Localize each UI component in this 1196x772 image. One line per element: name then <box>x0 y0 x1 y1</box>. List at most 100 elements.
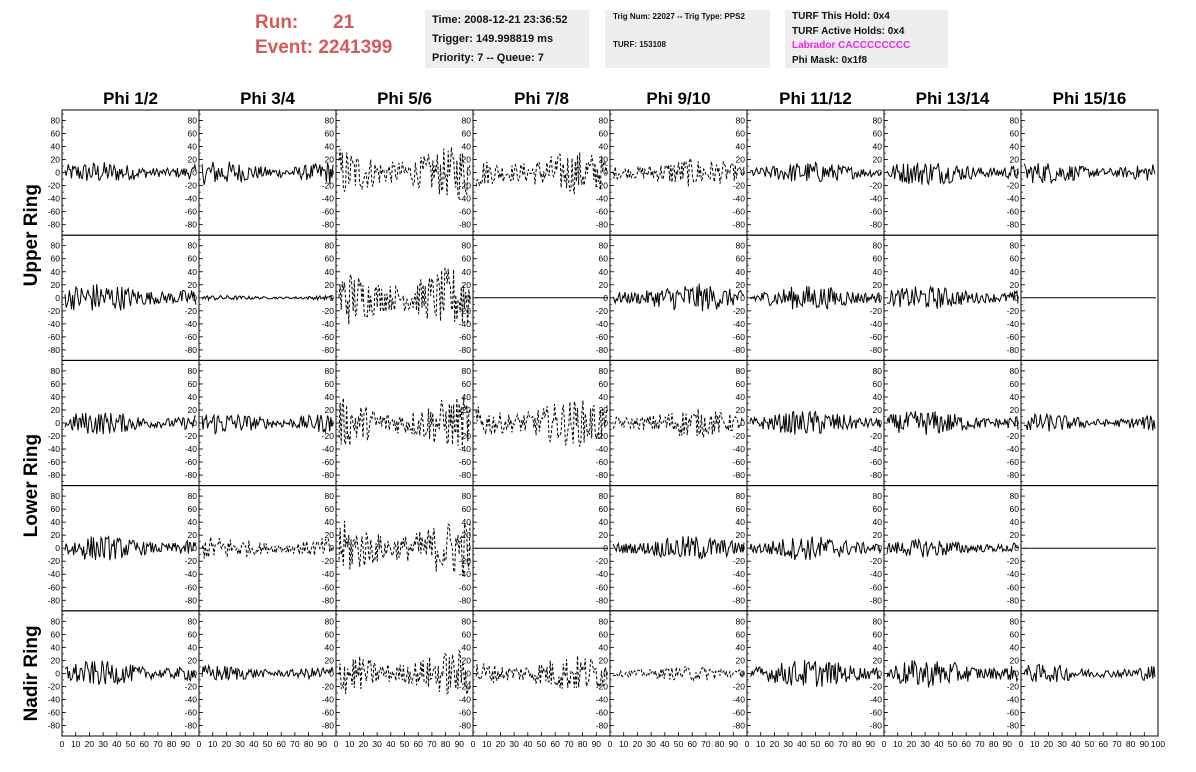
y-tick-label: 0 <box>1014 668 1019 678</box>
x-tick-label: 0 <box>334 739 339 749</box>
waveform-trace <box>749 536 882 561</box>
panel-frame <box>1020 109 1159 236</box>
x-tick-label: 60 <box>824 739 834 749</box>
y-tick-label: -80 <box>322 720 335 730</box>
run-event-block: Run: 21 Event: 2241399 <box>255 10 392 60</box>
waveform-trace <box>64 284 197 311</box>
y-tick-label: -60 <box>1007 582 1020 592</box>
y-tick-label: 0 <box>740 668 745 678</box>
y-tick-label: 60 <box>188 504 198 514</box>
y-tick-label: -20 <box>48 681 61 691</box>
y-tick-label: -60 <box>596 457 609 467</box>
y-tick-label: 80 <box>599 491 609 501</box>
y-tick-label: 60 <box>325 129 335 139</box>
y-tick-label: 20 <box>325 280 335 290</box>
y-tick-label: -40 <box>870 444 883 454</box>
y-tick-label: 60 <box>736 504 746 514</box>
y-tick-label: -40 <box>1007 569 1020 579</box>
y-tick-label: 40 <box>1010 142 1020 152</box>
x-tick-label: 80 <box>441 739 451 749</box>
turf-hold-line: TURF This Hold: 0x4 <box>792 11 890 22</box>
y-tick-label: 0 <box>466 293 471 303</box>
x-tick-label: 50 <box>126 739 136 749</box>
x-tick-label: 10 <box>756 739 766 749</box>
y-tick-label: -40 <box>322 694 335 704</box>
y-tick-label: 0 <box>603 168 608 178</box>
y-tick-label: -20 <box>322 181 335 191</box>
y-tick-label: 40 <box>873 142 883 152</box>
y-tick-label: -80 <box>459 595 472 605</box>
waveform-trace <box>338 648 471 695</box>
y-tick-label: 60 <box>736 379 746 389</box>
x-tick-label: 30 <box>235 739 245 749</box>
y-tick-label: 20 <box>51 530 61 540</box>
y-tick-label: -40 <box>1007 194 1020 204</box>
y-tick-label: 80 <box>599 116 609 126</box>
x-tick-label: 40 <box>660 739 670 749</box>
y-tick-label: -20 <box>733 306 746 316</box>
y-tick-label: -20 <box>596 181 609 191</box>
y-tick-label: 0 <box>1014 418 1019 428</box>
y-tick-label: -40 <box>596 694 609 704</box>
y-tick-label: 0 <box>877 668 882 678</box>
y-tick-label: 40 <box>325 517 335 527</box>
y-tick-label: 20 <box>1010 280 1020 290</box>
y-tick-label: -80 <box>733 595 746 605</box>
x-tick-label: 100 <box>1151 739 1165 749</box>
y-tick-label: 80 <box>325 491 335 501</box>
y-tick-label: 60 <box>599 379 609 389</box>
y-tick-label: 20 <box>51 155 61 165</box>
y-tick-label: 40 <box>736 267 746 277</box>
y-tick-label: 40 <box>873 267 883 277</box>
x-tick-label: 30 <box>920 739 930 749</box>
y-tick-label: 40 <box>873 642 883 652</box>
y-tick-label: -80 <box>596 345 609 355</box>
y-tick-label: 60 <box>462 629 472 639</box>
y-tick-label: 20 <box>462 405 472 415</box>
y-tick-label: 0 <box>877 543 882 553</box>
y-tick-label: -60 <box>185 457 198 467</box>
y-tick-label: 40 <box>188 142 198 152</box>
column-title: Phi 11/12 <box>779 89 852 108</box>
y-tick-label: -60 <box>459 457 472 467</box>
y-tick-label: 20 <box>599 280 609 290</box>
y-tick-label: -80 <box>596 470 609 480</box>
waveform-trace <box>475 400 608 447</box>
row-title: Upper Ring <box>21 184 42 286</box>
y-tick-label: -40 <box>733 319 746 329</box>
y-tick-label: -40 <box>322 444 335 454</box>
y-tick-label: 80 <box>462 116 472 126</box>
y-tick-label: 0 <box>877 293 882 303</box>
y-tick-label: -40 <box>870 694 883 704</box>
panel-frame <box>61 234 200 361</box>
y-tick-label: 60 <box>599 629 609 639</box>
y-tick-label: -20 <box>48 181 61 191</box>
y-tick-label: 60 <box>51 254 61 264</box>
x-tick-label: 0 <box>1019 739 1024 749</box>
waveform-trace <box>201 294 334 302</box>
x-tick-label: 10 <box>482 739 492 749</box>
x-tick-label: 20 <box>770 739 780 749</box>
y-tick-label: 60 <box>1010 129 1020 139</box>
y-tick-label: 40 <box>462 642 472 652</box>
y-tick-label: -40 <box>870 194 883 204</box>
waveform-trace <box>886 162 1019 186</box>
y-tick-label: 40 <box>599 392 609 402</box>
y-tick-label: 80 <box>736 241 746 251</box>
y-tick-label: 80 <box>1010 366 1020 376</box>
y-tick-label: -20 <box>733 181 746 191</box>
time-info-box: Time: 2008-12-21 23:36:52 Trigger: 149.9… <box>425 10 589 68</box>
x-tick-label: 10 <box>619 739 629 749</box>
y-tick-label: 20 <box>1010 405 1020 415</box>
y-tick-label: 80 <box>51 616 61 626</box>
y-tick-label: 60 <box>1010 379 1020 389</box>
y-tick-label: -60 <box>596 207 609 217</box>
y-tick-label: 40 <box>325 267 335 277</box>
y-tick-label: 60 <box>736 129 746 139</box>
x-tick-label: 10 <box>345 739 355 749</box>
y-tick-label: 80 <box>188 241 198 251</box>
x-tick-label: 70 <box>564 739 574 749</box>
y-tick-label: -40 <box>322 319 335 329</box>
y-tick-label: -80 <box>459 720 472 730</box>
y-tick-label: -20 <box>322 556 335 566</box>
